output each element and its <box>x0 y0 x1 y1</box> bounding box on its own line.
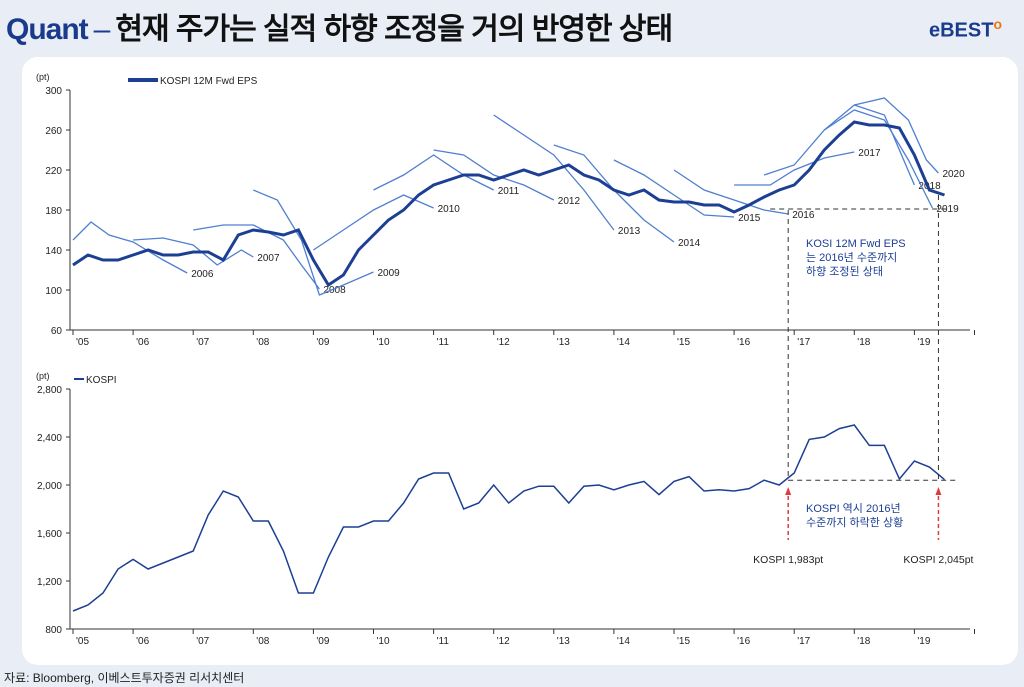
series-label: 2015 <box>738 213 761 224</box>
x-tick-label: '10 <box>377 337 390 348</box>
y-tick-label: 1,200 <box>37 577 62 588</box>
series-label: 2007 <box>257 253 280 264</box>
x-tick-label: '06 <box>136 337 149 348</box>
series-label: 2016 <box>792 210 815 221</box>
y-tick-label: 100 <box>45 286 62 297</box>
eps-estimate-line-2009 <box>253 189 374 296</box>
y-tick-label: 60 <box>51 326 63 337</box>
unit-label: (pt) <box>36 72 50 82</box>
eps-estimate-line-2018 <box>763 104 915 186</box>
x-tick-label: '13 <box>557 337 570 348</box>
eps-estimate-line-2015 <box>613 159 735 218</box>
y-tick-label: 2,800 <box>37 385 62 396</box>
page-title: Quant – 현재 주가는 실적 하향 조정을 거의 반영한 상태 <box>6 4 673 48</box>
x-tick-label: '14 <box>617 337 630 348</box>
x-tick-label: '13 <box>557 636 570 647</box>
title-prefix: Quant <box>6 13 89 46</box>
x-tick-label: '15 <box>677 636 690 647</box>
series-label: 2014 <box>678 238 701 249</box>
title-dash: – <box>93 13 111 46</box>
series-label: 2020 <box>942 169 965 180</box>
x-tick-label: '16 <box>737 337 750 348</box>
series-label: 2012 <box>558 196 581 207</box>
y-tick-label: 260 <box>45 126 62 137</box>
marker-arrow-head-icon <box>935 487 942 495</box>
x-tick-label: '09 <box>316 337 329 348</box>
x-tick-label: '17 <box>797 636 810 647</box>
eps-estimate-line-2013 <box>493 114 615 231</box>
x-tick-label: '15 <box>677 337 690 348</box>
x-tick-label: '06 <box>136 636 149 647</box>
eps-estimate-line-2020 <box>854 97 939 174</box>
y-tick-label: 300 <box>45 86 62 97</box>
x-tick-label: '14 <box>617 636 630 647</box>
logo-dot-icon: o <box>993 16 1002 32</box>
x-tick-label: '09 <box>316 636 329 647</box>
x-tick-label: '07 <box>196 337 209 348</box>
logo-text: eBEST <box>928 19 994 42</box>
y-tick-label: 220 <box>45 166 62 177</box>
series-label: 2017 <box>858 148 881 159</box>
kospi-line <box>72 424 945 612</box>
x-tick-label: '12 <box>497 337 510 348</box>
x-tick-label: '10 <box>377 636 390 647</box>
y-tick-label: 140 <box>45 246 62 257</box>
eps-estimate-line-2010 <box>313 194 434 251</box>
y-tick-label: 2,400 <box>37 433 62 444</box>
y-tick-label: 800 <box>45 625 62 636</box>
x-tick-label: '18 <box>857 636 870 647</box>
eps-estimate-line-2017 <box>734 151 855 186</box>
marker-label: KOSPI 2,045pt <box>903 554 973 566</box>
x-tick-label: '08 <box>256 636 269 647</box>
y-tick-label: 180 <box>45 206 62 217</box>
x-tick-label: '05 <box>76 636 89 647</box>
x-tick-label: '07 <box>196 636 209 647</box>
series-label: 2019 <box>936 204 959 215</box>
series-label: 2006 <box>191 269 214 280</box>
legend-label: KOSPI 12M Fwd EPS <box>160 76 258 87</box>
legend-label: KOSPI <box>86 375 117 386</box>
x-tick-label: '18 <box>857 337 870 348</box>
x-tick-label: '17 <box>797 337 810 348</box>
eps-estimate-line-2006 <box>72 221 188 274</box>
annotation-kospi: KOSPI 역시 2016년 <box>806 502 901 515</box>
eps-estimate-line-2011 <box>373 154 494 191</box>
eps-estimate-line-2012 <box>433 149 555 201</box>
series-label: 2010 <box>438 204 461 215</box>
eps-estimate-line-2014 <box>553 144 675 243</box>
series-label: 2008 <box>323 285 346 296</box>
series-label: 2018 <box>918 181 941 192</box>
annotation-eps: KOSI 12M Fwd EPS <box>806 238 906 250</box>
title-text: 현재 주가는 실적 하향 조정을 거의 반영한 상태 <box>115 13 673 46</box>
x-tick-label: '16 <box>737 636 750 647</box>
eps-estimate-line-2016 <box>673 169 789 215</box>
series-label: 2009 <box>378 268 401 279</box>
x-tick-label: '11 <box>437 337 450 348</box>
series-label: 2011 <box>498 186 520 197</box>
source-note: 자료: Bloomberg, 이베스트투자증권 리서치센터 <box>4 671 245 685</box>
x-tick-label: '05 <box>76 337 89 348</box>
x-tick-label: '08 <box>256 337 269 348</box>
y-tick-label: 2,000 <box>37 481 62 492</box>
marker-label: KOSPI 1,983pt <box>753 554 823 566</box>
eps-estimate-line-2007 <box>133 237 254 266</box>
x-tick-label: '12 <box>497 636 510 647</box>
x-tick-label: '19 <box>917 636 930 647</box>
eps-main-line <box>72 120 945 288</box>
chart-panel <box>22 57 1018 665</box>
annotation-eps: 하향 조정된 상태 <box>806 264 883 278</box>
x-tick-label: '11 <box>437 636 450 647</box>
eps-estimate-line-2019 <box>823 109 933 209</box>
annotation-kospi: 수준까지 하락한 상황 <box>806 515 903 529</box>
ebest-logo: eBESTo <box>929 16 1002 43</box>
unit-label: (pt) <box>36 371 50 381</box>
series-label: 2013 <box>618 226 641 237</box>
annotation-eps: 는 2016년 수준까지 <box>806 251 897 264</box>
marker-arrow-head-icon <box>785 487 792 495</box>
y-tick-label: 1,600 <box>37 529 62 540</box>
x-tick-label: '19 <box>917 337 930 348</box>
